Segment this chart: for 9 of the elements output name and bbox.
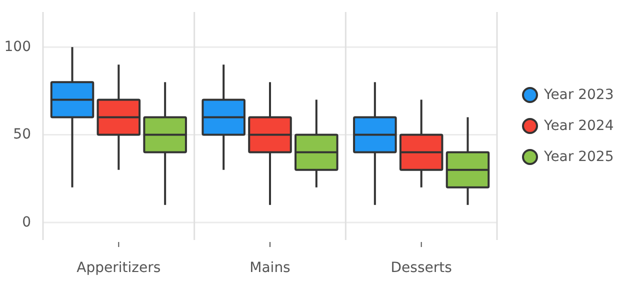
x-tick-label: Apperitizers <box>76 260 161 276</box>
x-tick-label: Desserts <box>390 260 452 276</box>
x-tick-label: Mains <box>250 260 290 276</box>
y-tick-label: 0 <box>22 214 31 230</box>
legend-label: Year 2023 <box>543 86 614 103</box>
legend-label: Year 2024 <box>543 118 614 134</box>
legend-label: Year 2025 <box>543 148 614 165</box>
y-tick-label: 50 <box>13 126 31 143</box>
y-tick-label: 100 <box>4 38 31 55</box>
